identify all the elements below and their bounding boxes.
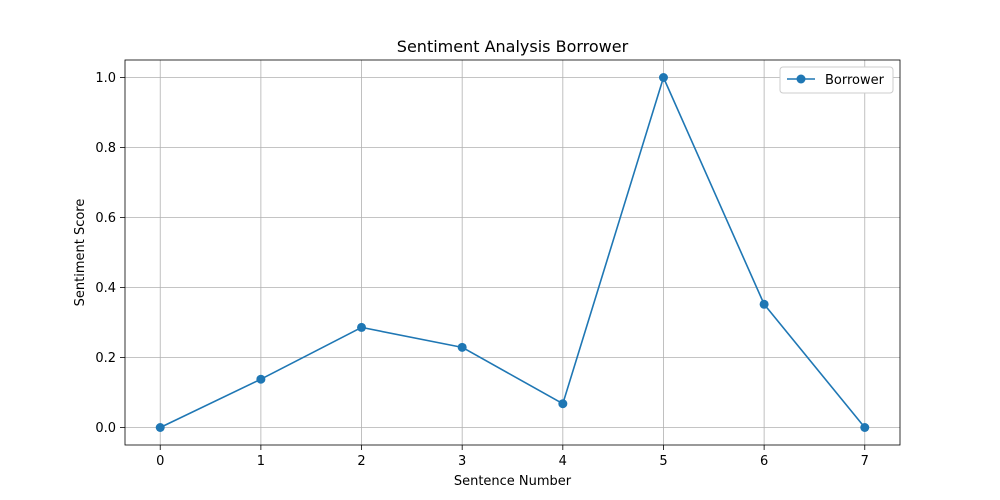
- series-line-borrower: [159, 76, 866, 429]
- chart-title: Sentiment Analysis Borrower: [397, 37, 629, 56]
- ticks: 0 1 2 3 4 5 6 7 0.0 0.2 0.4 0.6 0.8 1.0: [95, 71, 869, 469]
- x-tick-label: 6: [760, 454, 768, 469]
- y-tick-label: 1.0: [95, 71, 116, 86]
- data-point: [155, 423, 165, 432]
- x-tick-label: 4: [559, 454, 567, 469]
- y-tick-label: 0.0: [95, 421, 116, 436]
- data-point: [558, 399, 568, 409]
- data-point: [457, 342, 467, 352]
- data-point: [860, 423, 870, 432]
- y-axis-label: Sentiment Score: [73, 199, 88, 307]
- legend-marker: [796, 74, 806, 84]
- legend-box: [779, 66, 894, 94]
- axes-frame: [124, 59, 901, 446]
- y-tick-label: 0.4: [95, 281, 116, 296]
- x-tick-label: 5: [659, 454, 667, 469]
- legend: Borrower: [779, 66, 894, 94]
- grid: [125, 60, 900, 445]
- data-point: [759, 299, 769, 309]
- y-tick-label: 0.6: [95, 211, 116, 226]
- x-tick-label: 7: [861, 454, 869, 469]
- data-point: [357, 322, 367, 332]
- data-point: [256, 374, 266, 384]
- x-tick-label: 1: [257, 454, 265, 469]
- plot-background: [125, 60, 900, 445]
- x-tick-label: 2: [357, 454, 365, 469]
- legend-label: Borrower: [825, 73, 885, 88]
- series-layer: [155, 73, 870, 432]
- y-tick-label: 0.2: [95, 351, 116, 366]
- data-point: [658, 73, 668, 82]
- x-axis-label: Sentence Number: [454, 474, 572, 489]
- x-tick-label: 3: [458, 454, 466, 469]
- axes: [124, 59, 901, 446]
- x-tick-label: 0: [156, 454, 164, 469]
- y-tick-label: 0.8: [95, 141, 116, 156]
